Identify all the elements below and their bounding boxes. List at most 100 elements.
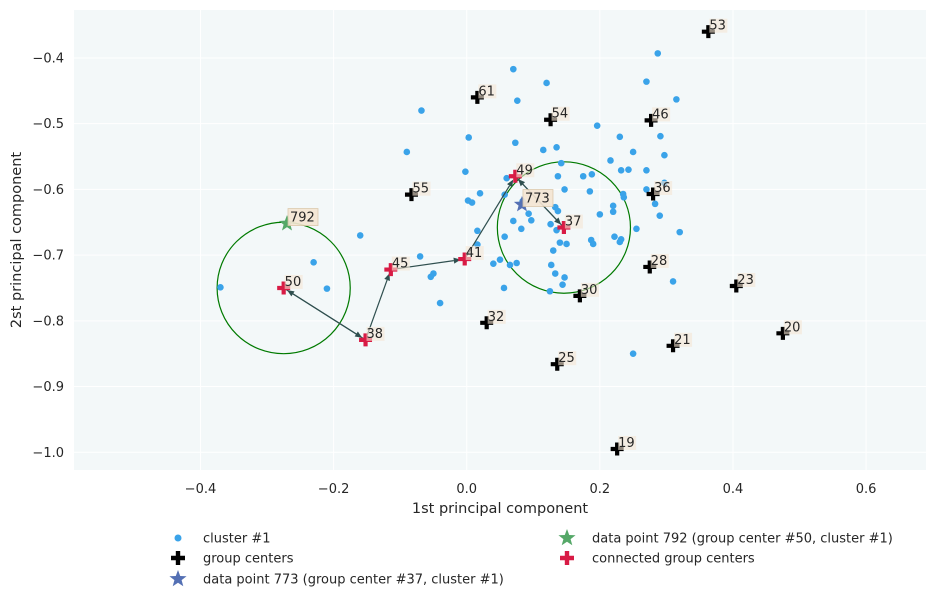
cluster-point [656,212,664,219]
legend-star-marker [558,529,576,546]
group-center-marker [701,25,715,39]
cluster-point [436,299,444,307]
cluster-point [588,170,596,178]
cluster-point [596,211,604,218]
cluster-point [643,167,650,174]
cluster-point [643,186,650,193]
group-center-label: 20 [784,320,801,335]
connected-center-marker [277,281,291,295]
arrowhead [384,273,390,281]
group-center-marker [480,316,494,330]
cluster-point [490,260,497,267]
group-center-label-bg [551,106,570,121]
x-tick-label: −0.4 [185,482,217,497]
group-center-marker [776,326,790,340]
x-tick-label: 0.4 [723,482,744,497]
arrowhead [507,179,514,188]
arrowhead [453,257,461,264]
cluster-point [217,284,224,291]
group-center-label: 46 [652,107,669,122]
cluster-point [474,227,481,235]
group-center-label-bg [618,435,637,450]
group-center-label-bg [580,282,599,297]
cluster-point [462,168,469,175]
group-center-label: 32 [488,310,505,325]
cluster-point [557,159,565,167]
group-center-marker [610,442,624,456]
legend-plus-marker [560,551,574,565]
connected-center-label: 45 [392,257,409,272]
cluster-point [539,146,547,154]
connected-center-label-bg [564,214,583,229]
cluster-point [561,274,568,281]
arrow-line [292,293,366,341]
y-tick-label: −0.7 [32,249,64,264]
cluster-point [513,259,520,267]
group-center-label-bg [412,181,431,196]
connected-center-marker [384,263,398,277]
group-center-marker [573,289,587,303]
connected-center-label: 49 [516,163,533,178]
group-center-label-bg [654,181,673,195]
cluster-point [525,210,532,218]
group-center-label: 55 [412,182,429,197]
x-tick-label: 0.2 [590,482,611,497]
cluster-point [607,157,614,164]
plot-background [74,10,926,470]
arrowhead [287,290,295,297]
cluster-point [512,139,519,147]
cluster-point [629,350,637,357]
cluster-point [563,240,570,248]
connected-center-label-bg [391,256,410,271]
cluster-point [609,208,617,216]
connected-center-label-bg [284,274,303,289]
cluster-point [616,133,624,141]
point-labels: 53 61 54 46 55 36 28 23 30 32 20 21 25 19 49 37 45 41 50 38… [284,18,802,451]
x-tick-label: 0.0 [456,482,477,497]
cluster-point [654,50,662,57]
cluster-point [427,273,435,281]
cluster-point [579,172,587,180]
legend-dot-marker [174,534,182,542]
cluster-point [669,278,677,285]
cluster-point [496,256,504,264]
group-center-label-bg [652,107,671,122]
connected-center-label: 37 [565,215,582,230]
cluster-point [617,167,625,174]
group-center-marker [404,188,418,202]
cluster-point [510,217,517,225]
y-tick-label: −1.0 [32,446,64,461]
cluster-point [518,225,525,233]
group-center-label: 21 [674,333,691,348]
cluster-point [549,247,557,254]
cluster-point [503,174,510,182]
x-tick-label: 0.6 [856,482,877,497]
connected-center-label: 41 [466,246,483,261]
cluster-point [625,166,632,173]
group-center-label-bg [737,273,756,287]
highlight-star-marker [278,215,296,231]
cluster-point [651,200,659,208]
connected-center-label: 50 [285,275,302,290]
cluster-point [510,65,517,73]
cluster-point [546,287,554,295]
group-center-marker [550,357,564,371]
group-center-marker [644,113,658,127]
y-axis-label: 2st principal component [9,152,25,329]
highlight-label-bg [287,208,319,226]
cluster-point [620,193,628,201]
cluster-point [559,281,566,288]
y-tick-label: −0.9 [32,380,64,395]
cluster-point [356,232,364,239]
connected-center-marker [359,333,373,347]
group-center-label: 61 [478,84,495,99]
highlight-label-bg [522,189,554,207]
highlight-point-label: 773 [525,192,550,207]
axis-ticks: −0.4 −0.2 0.0 0.2 0.4 0.6 −1.0 −0.9 −0.8 −0.7 −0.6… [32,51,876,497]
group-center-markers [277,25,790,456]
cluster-point [547,220,554,228]
cluster-point [586,188,594,195]
group-center-label-bg [650,253,669,268]
group-center-label: 25 [558,351,575,366]
x-axis-label: 1st principal component [412,501,589,517]
